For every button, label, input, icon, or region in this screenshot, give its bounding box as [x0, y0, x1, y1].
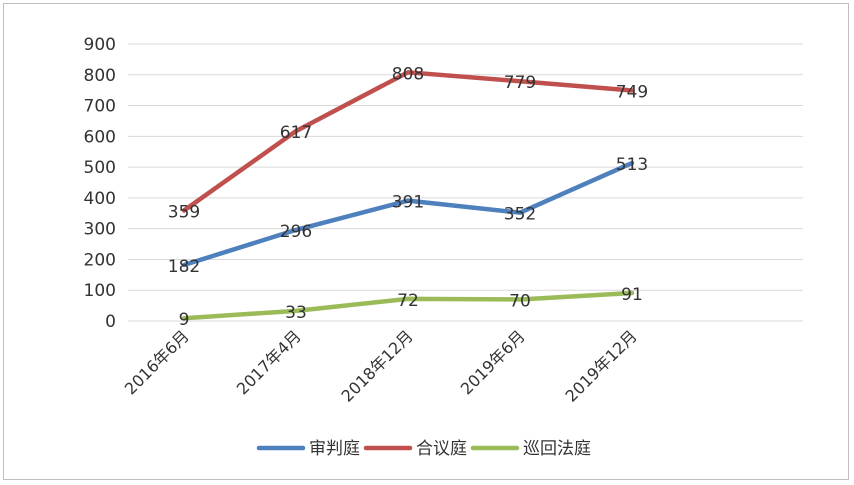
x-tick-label: 2019年12月 [562, 326, 641, 405]
legend-item-0: 审判庭 [256, 439, 360, 459]
data-label: 352 [504, 205, 536, 225]
data-label: 779 [504, 73, 536, 93]
y-tick-label: 500 [84, 158, 116, 178]
series-line-2 [181, 290, 635, 321]
data-labels: 182 296 391 352 513 359 617 808 779 749 9 33 72 70 91 [168, 64, 648, 330]
legend-label: 巡回法庭 [523, 439, 591, 459]
data-label: 72 [397, 291, 419, 311]
legend: 审判庭 合议庭 巡回法庭 [256, 439, 591, 459]
y-tick-label: 100 [84, 281, 116, 301]
y-tick-label: 700 [84, 97, 116, 117]
data-label: 808 [392, 64, 424, 84]
legend-item-2: 巡回法庭 [470, 439, 591, 459]
x-axis-ticks: 2016年6月 2017年4月 2018年12月 2019年6月 2019年12月 [121, 326, 641, 405]
series-line-0 [181, 160, 635, 268]
x-tick-label: 2019年6月 [457, 326, 529, 398]
data-label: 91 [621, 285, 643, 305]
data-label: 296 [280, 222, 312, 242]
legend-item-1: 合议庭 [363, 439, 467, 459]
data-label: 617 [280, 123, 312, 143]
data-label: 182 [168, 257, 200, 277]
gridlines [128, 43, 803, 322]
data-label: 359 [168, 203, 200, 223]
y-tick-label: 300 [84, 220, 116, 240]
y-tick-label: 200 [84, 250, 116, 270]
data-label: 33 [285, 303, 307, 323]
chart-frame [3, 3, 849, 480]
series-line-1 [181, 70, 635, 213]
data-label: 749 [616, 82, 648, 102]
data-label: 513 [616, 155, 648, 175]
y-tick-label: 0 [105, 312, 116, 332]
x-tick-label: 2016年6月 [121, 326, 193, 398]
data-label: 70 [509, 291, 531, 311]
y-tick-label: 400 [84, 189, 116, 209]
data-label: 9 [179, 310, 190, 330]
legend-label: 审判庭 [309, 439, 360, 459]
legend-label: 合议庭 [416, 439, 467, 459]
data-label: 391 [392, 193, 424, 213]
y-tick-label: 900 [84, 35, 116, 55]
y-axis-ticks: 0 100 200 300 400 500 600 700 800 900 [84, 35, 116, 332]
y-tick-label: 800 [84, 66, 116, 86]
series-lines [181, 70, 635, 321]
x-tick-label: 2018年12月 [338, 326, 417, 405]
x-tick-label: 2017年4月 [233, 326, 305, 398]
y-tick-label: 600 [84, 127, 116, 147]
